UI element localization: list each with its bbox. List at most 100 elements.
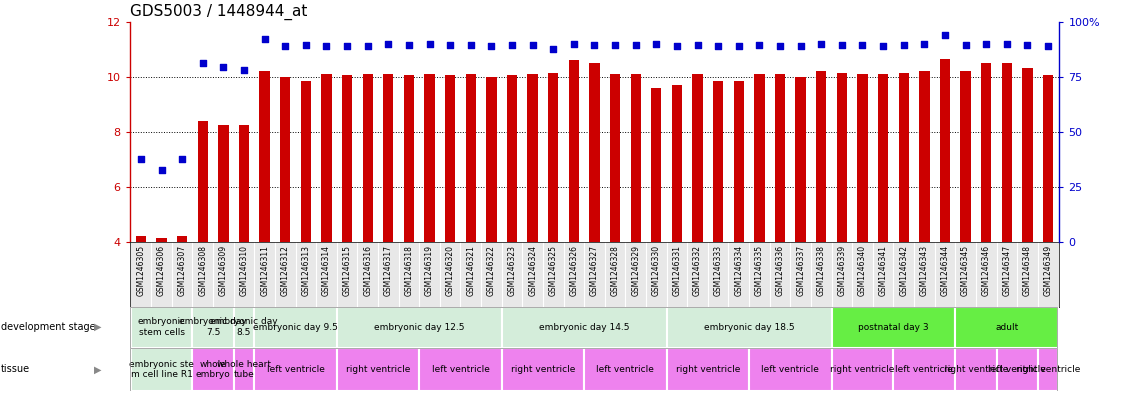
Text: GSM1246335: GSM1246335 — [755, 245, 764, 296]
Text: left ventricle: left ventricle — [762, 365, 819, 374]
Bar — [1038, 348, 1058, 391]
Point — [544, 46, 562, 52]
Point — [462, 42, 480, 48]
Bar — [337, 307, 502, 348]
Text: GSM1246319: GSM1246319 — [425, 245, 434, 296]
Bar — [631, 74, 641, 242]
Bar — [667, 348, 749, 391]
Text: GSM1246333: GSM1246333 — [713, 245, 722, 296]
Bar — [832, 307, 956, 348]
Point — [668, 43, 686, 50]
Point — [689, 42, 707, 48]
Bar — [131, 348, 193, 391]
Point — [813, 40, 831, 47]
Point — [895, 42, 913, 48]
Text: GSM1246327: GSM1246327 — [591, 245, 598, 296]
Point — [524, 42, 542, 48]
Point — [380, 40, 398, 47]
Point — [441, 42, 459, 48]
Point — [174, 156, 192, 162]
Text: GSM1246329: GSM1246329 — [631, 245, 640, 296]
Text: right ventricle: right ventricle — [943, 365, 1008, 374]
Text: GSM1246337: GSM1246337 — [796, 245, 805, 296]
Bar — [177, 236, 187, 242]
Bar — [956, 348, 996, 391]
Point — [214, 64, 232, 70]
Bar — [878, 74, 888, 242]
Bar — [281, 77, 291, 242]
Bar — [233, 307, 255, 348]
Point — [338, 43, 356, 50]
Point — [791, 43, 809, 50]
Bar — [956, 307, 1058, 348]
Bar — [980, 63, 992, 242]
Bar — [894, 348, 956, 391]
Point — [977, 40, 995, 47]
Text: GSM1246348: GSM1246348 — [1023, 245, 1032, 296]
Text: GDS5003 / 1448944_at: GDS5003 / 1448944_at — [130, 4, 307, 20]
Text: left ventricle: left ventricle — [432, 365, 489, 374]
Text: GSM1246305: GSM1246305 — [136, 245, 145, 296]
Bar — [749, 348, 832, 391]
Point — [503, 42, 521, 48]
Text: GSM1246324: GSM1246324 — [529, 245, 538, 296]
Text: GSM1246316: GSM1246316 — [363, 245, 372, 296]
Text: GSM1246341: GSM1246341 — [879, 245, 888, 296]
Bar — [507, 75, 517, 242]
Text: left ventricle: left ventricle — [988, 365, 1046, 374]
Text: GSM1246344: GSM1246344 — [940, 245, 949, 296]
Text: embryonic day
8.5: embryonic day 8.5 — [211, 318, 278, 337]
Point — [647, 40, 665, 47]
Text: tissue: tissue — [1, 364, 30, 375]
Point — [709, 43, 727, 50]
Bar — [589, 63, 600, 242]
Bar — [259, 71, 269, 242]
Text: right ventricle: right ventricle — [831, 365, 895, 374]
Point — [833, 42, 851, 48]
Text: GSM1246320: GSM1246320 — [445, 245, 454, 296]
Point — [915, 40, 933, 47]
Bar — [239, 125, 249, 242]
Text: right ventricle: right ventricle — [511, 365, 575, 374]
Bar — [419, 348, 502, 391]
Text: GSM1246334: GSM1246334 — [735, 245, 744, 296]
Bar — [569, 60, 579, 242]
Bar — [219, 125, 229, 242]
Bar — [321, 74, 331, 242]
Point — [957, 42, 975, 48]
Point — [420, 40, 438, 47]
Bar — [898, 72, 908, 242]
Text: GSM1246347: GSM1246347 — [1002, 245, 1011, 296]
Text: embryonic day 9.5: embryonic day 9.5 — [254, 323, 338, 332]
Bar — [1002, 63, 1012, 242]
Bar — [672, 85, 682, 242]
Bar — [193, 348, 233, 391]
Text: GSM1246309: GSM1246309 — [219, 245, 228, 296]
Bar — [486, 77, 497, 242]
Text: left ventricle: left ventricle — [267, 365, 325, 374]
Text: GSM1246338: GSM1246338 — [817, 245, 826, 296]
Bar — [502, 348, 584, 391]
Point — [276, 43, 294, 50]
Point — [256, 36, 274, 42]
Bar — [255, 307, 337, 348]
Text: GSM1246310: GSM1246310 — [240, 245, 249, 296]
Point — [296, 42, 314, 48]
Bar — [363, 74, 373, 242]
Point — [482, 43, 500, 50]
Bar — [816, 71, 826, 242]
Text: GSM1246332: GSM1246332 — [693, 245, 702, 296]
Bar — [836, 72, 848, 242]
Bar — [667, 307, 832, 348]
Point — [358, 43, 376, 50]
Text: GSM1246314: GSM1246314 — [322, 245, 331, 296]
Bar — [527, 74, 538, 242]
Text: postnatal day 3: postnatal day 3 — [858, 323, 929, 332]
Text: whole heart
tube: whole heart tube — [218, 360, 270, 379]
Point — [132, 156, 150, 162]
Text: left ventricle: left ventricle — [896, 365, 953, 374]
Text: embryonic day 18.5: embryonic day 18.5 — [703, 323, 795, 332]
Bar — [255, 348, 337, 391]
Point — [771, 43, 789, 50]
Text: GSM1246345: GSM1246345 — [961, 245, 970, 296]
